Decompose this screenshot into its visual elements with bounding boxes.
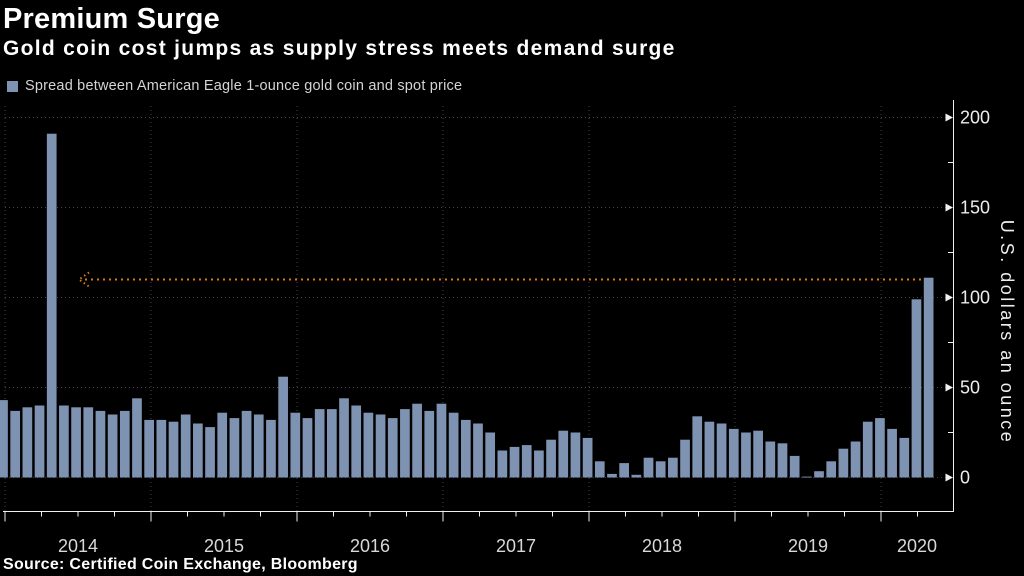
axis-labels: 0 50 100 150 200 2014 2015 2016 2017 2018 2019 2020: [58, 108, 990, 557]
y-axis-title: U.S. dollars an ounce: [997, 220, 1017, 445]
x-year-label: 2018: [642, 536, 682, 556]
y-tick-label: 100: [960, 288, 990, 308]
axes: [3, 100, 954, 522]
y-tick-label: 50: [960, 378, 980, 398]
legend-label: Spread between American Eagle 1-ounce go…: [25, 78, 463, 94]
x-year-label: 2015: [204, 536, 244, 556]
source-attribution: Source: Certified Coin Exchange, Bloombe…: [3, 556, 358, 573]
annotation-arrow: [77, 271, 923, 288]
y-tick-label: 150: [960, 198, 990, 218]
legend-swatch-icon: [7, 80, 18, 92]
y-tick-label: 200: [960, 108, 990, 128]
x-year-label: 2020: [897, 536, 937, 556]
x-year-label: 2019: [788, 536, 828, 556]
x-year-label: 2014: [58, 536, 98, 556]
x-year-label: 2016: [350, 536, 390, 556]
legend: Spread between American Eagle 1-ounce go…: [7, 78, 462, 94]
chart-subtitle: Gold coin cost jumps as supply stress me…: [3, 37, 676, 60]
chart-title: Premium Surge: [3, 3, 220, 35]
x-year-label: 2017: [496, 536, 536, 556]
bar-series: [0, 133, 934, 478]
y-tick-label: 0: [960, 468, 970, 488]
